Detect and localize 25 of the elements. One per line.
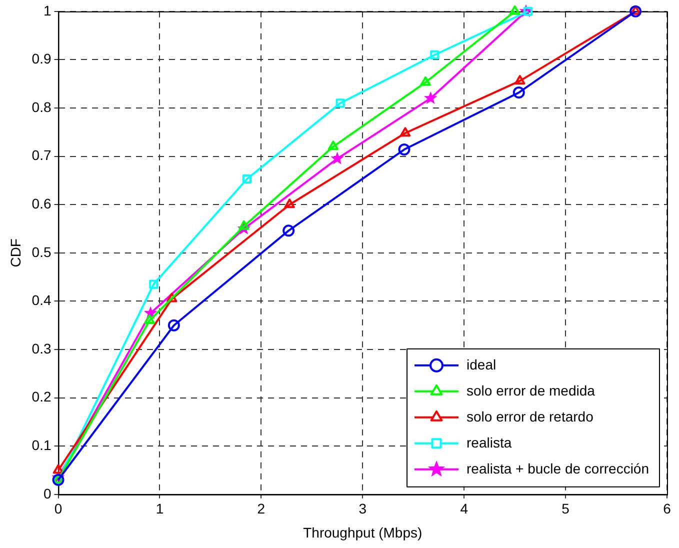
legend-label: solo error de medida [466,382,596,398]
y-tick-label: 0.3 [32,340,52,356]
x-tick-label: 6 [663,500,672,517]
y-tick-label: 0.9 [32,50,52,67]
legend-label: realista [466,434,512,450]
y-tick-label: 0.1 [32,436,52,453]
y-tick-label: 0.8 [32,98,52,115]
legend-label: solo error de retardo [466,408,594,424]
y-tick-label: 1 [43,2,52,18]
y-axis-title: CDF [7,238,24,268]
legend-label: realista + bucle de corrección [466,460,650,476]
x-tick-label: 5 [562,500,570,517]
y-tick-label: 0.2 [32,388,52,405]
x-tick-label: 0 [54,500,62,517]
legend-label: ideal [466,356,496,372]
y-tick-label: 0.5 [32,244,52,260]
x-tick-label: 1 [156,500,164,517]
y-tick-label: 0.6 [32,195,52,212]
y-tick-label: 0.4 [32,292,52,308]
x-tick-label: 2 [257,500,266,517]
x-axis-title: Throughput (Mbps) [303,524,422,540]
y-tick-label: 0 [43,485,52,502]
y-tick-label: 0.7 [32,147,52,164]
x-tick-label: 3 [358,500,367,517]
x-tick-label: 4 [460,500,468,517]
